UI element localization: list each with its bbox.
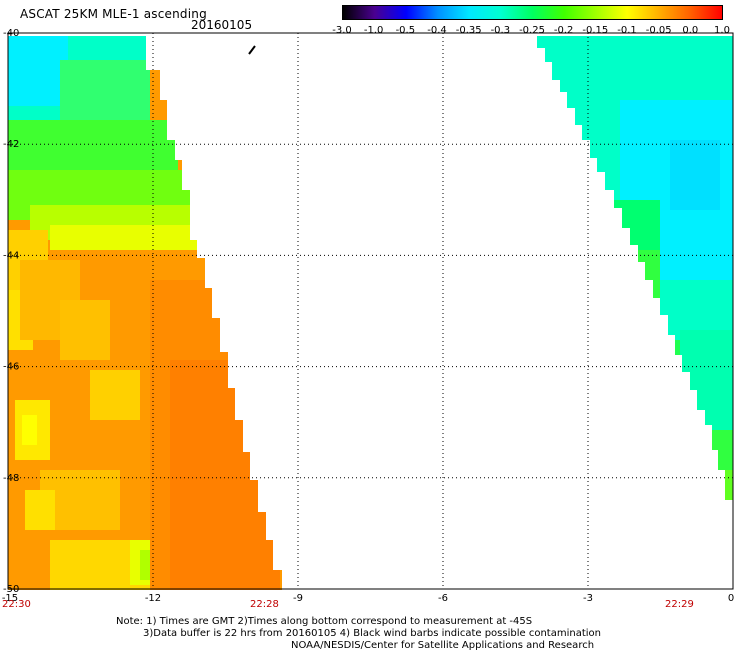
time-label-left: 22:30 <box>2 599 31 610</box>
plot-frame <box>7 32 734 590</box>
latitude-tick-label: -42 <box>3 139 19 150</box>
latitude-tick-label: -50 <box>3 584 19 595</box>
color-scale-label: -3.0 <box>332 25 352 36</box>
left-swath <box>8 36 282 590</box>
product-date: 20160105 <box>191 18 253 32</box>
color-scale-bar <box>342 5 723 20</box>
longitude-tick-label: -9 <box>293 593 303 604</box>
color-scale-label: 0.0 <box>682 25 699 36</box>
longitude-tick-label: -12 <box>145 593 161 604</box>
color-scale-label: -0.3 <box>490 25 511 36</box>
note-line-2: 3)Data buffer is 22 hrs from 20160105 4)… <box>143 628 601 639</box>
longitude-tick-label: -3 <box>583 593 593 604</box>
color-scale-labels: -3.0 -1.0 -0.5 -0.4 -0.35 -0.3 -0.25 -0.2 -0.15-… <box>320 25 740 37</box>
color-scale-label: -0.5 <box>395 25 416 36</box>
color-scale-label: -1.0 <box>363 25 384 36</box>
longitude-tick-label: -15 <box>2 593 18 604</box>
time-label-mid: 22:28 <box>250 599 279 610</box>
longitude-tick-label: 0 <box>728 593 734 604</box>
note-line-3: NOAA/NESDIS/Center for Satellite Applica… <box>291 640 595 651</box>
latitude-labels: -40 -42 -44 -46 -48 -50 <box>3 28 19 595</box>
latitude-tick-label: -40 <box>3 28 19 39</box>
product-title: ASCAT 25KM MLE-1 ascending <box>20 7 207 21</box>
wind-barb-mark <box>248 45 256 55</box>
color-scale-label: -0.1 <box>617 25 637 36</box>
color-scale-label: -0.25 <box>519 25 545 36</box>
color-scale-label: -0.2 <box>553 25 574 36</box>
latitude-tick-label: -48 <box>3 473 19 484</box>
lat-lon-grid <box>8 33 733 589</box>
latitude-tick-label: -44 <box>3 250 19 261</box>
color-scale-label: 1.0 <box>714 25 730 36</box>
right-swath <box>537 36 733 500</box>
color-scale-label: -0.05 <box>645 25 672 36</box>
color-scale-label: -0.15 <box>582 25 609 36</box>
latitude-tick-label: -46 <box>3 362 19 373</box>
longitude-labels: -15 -12 -9 -6 -3 0 <box>2 593 734 604</box>
color-scale-label: -0.4 <box>427 25 447 36</box>
color-scale-label: -0.35 <box>455 25 482 36</box>
note-line-1: Note: 1) Times are GMT 2)Times along bot… <box>116 616 533 627</box>
longitude-tick-label: -6 <box>438 593 448 604</box>
time-label-right: 22:29 <box>665 599 694 610</box>
